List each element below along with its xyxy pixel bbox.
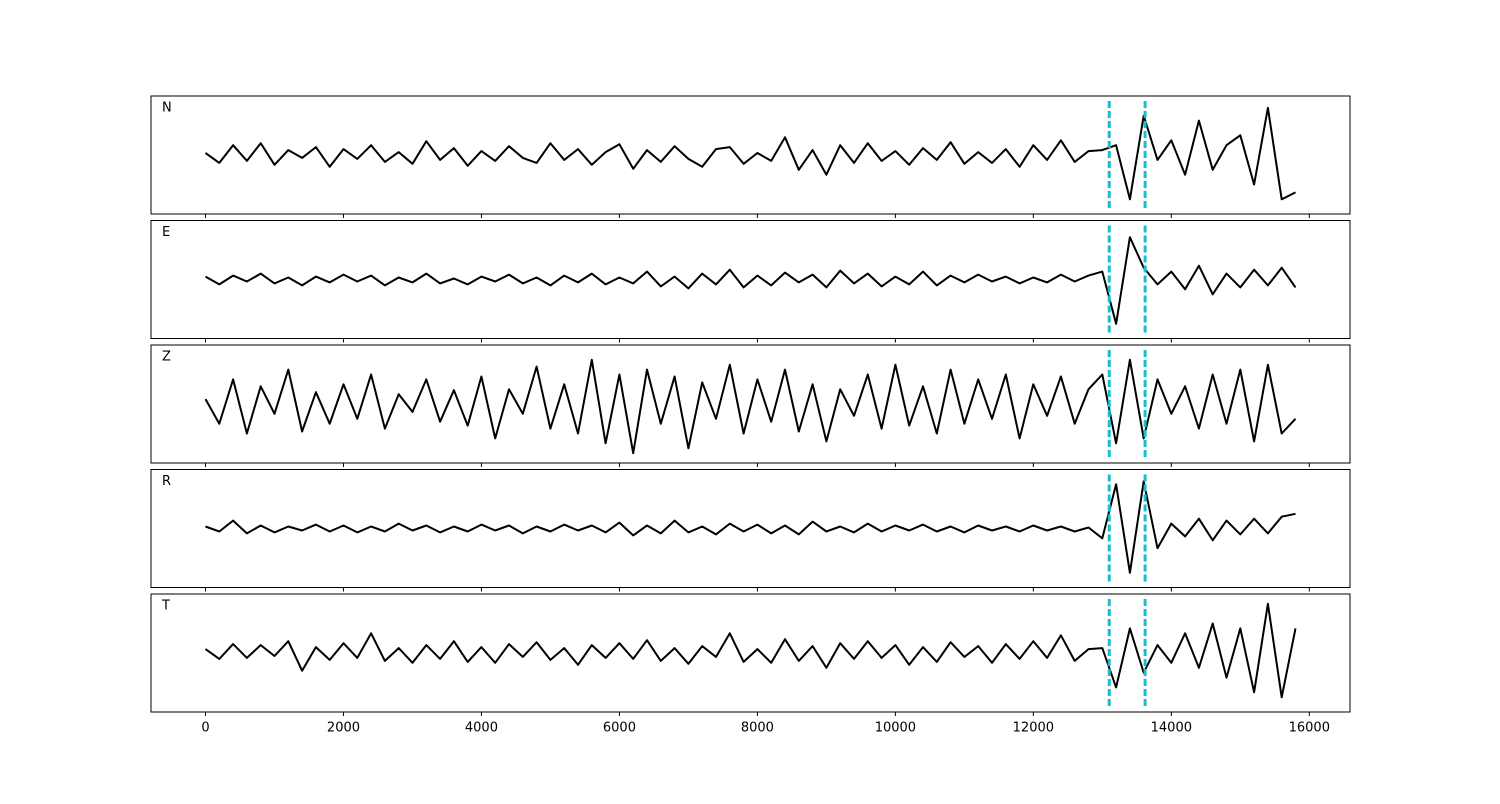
panel-label: Z	[162, 350, 171, 365]
panel-frame	[150, 593, 1351, 713]
x-tick-label: 2000	[327, 721, 360, 736]
x-tick-label: 12000	[1013, 721, 1054, 736]
panel-frame	[150, 95, 1351, 215]
trace	[205, 480, 1296, 574]
panel-frame	[150, 344, 1351, 464]
trace	[205, 236, 1297, 325]
panel-label: T	[161, 599, 170, 614]
x-tick-label: 6000	[603, 721, 636, 736]
x-tick-label: 0	[201, 721, 209, 736]
trace	[204, 358, 1297, 455]
x-tick-label: 16000	[1289, 721, 1330, 736]
panel-label: N	[162, 101, 172, 116]
x-tick-label: 8000	[741, 721, 774, 736]
panel-label: R	[162, 474, 171, 489]
x-tick-label: 14000	[1151, 721, 1192, 736]
panel-frame	[150, 469, 1351, 588]
panel-label: E	[162, 225, 170, 240]
x-tick-label: 10000	[875, 721, 916, 736]
panel-frame	[150, 220, 1351, 339]
trace	[204, 602, 1297, 699]
trace	[204, 106, 1296, 201]
x-tick-label: 4000	[465, 721, 498, 736]
